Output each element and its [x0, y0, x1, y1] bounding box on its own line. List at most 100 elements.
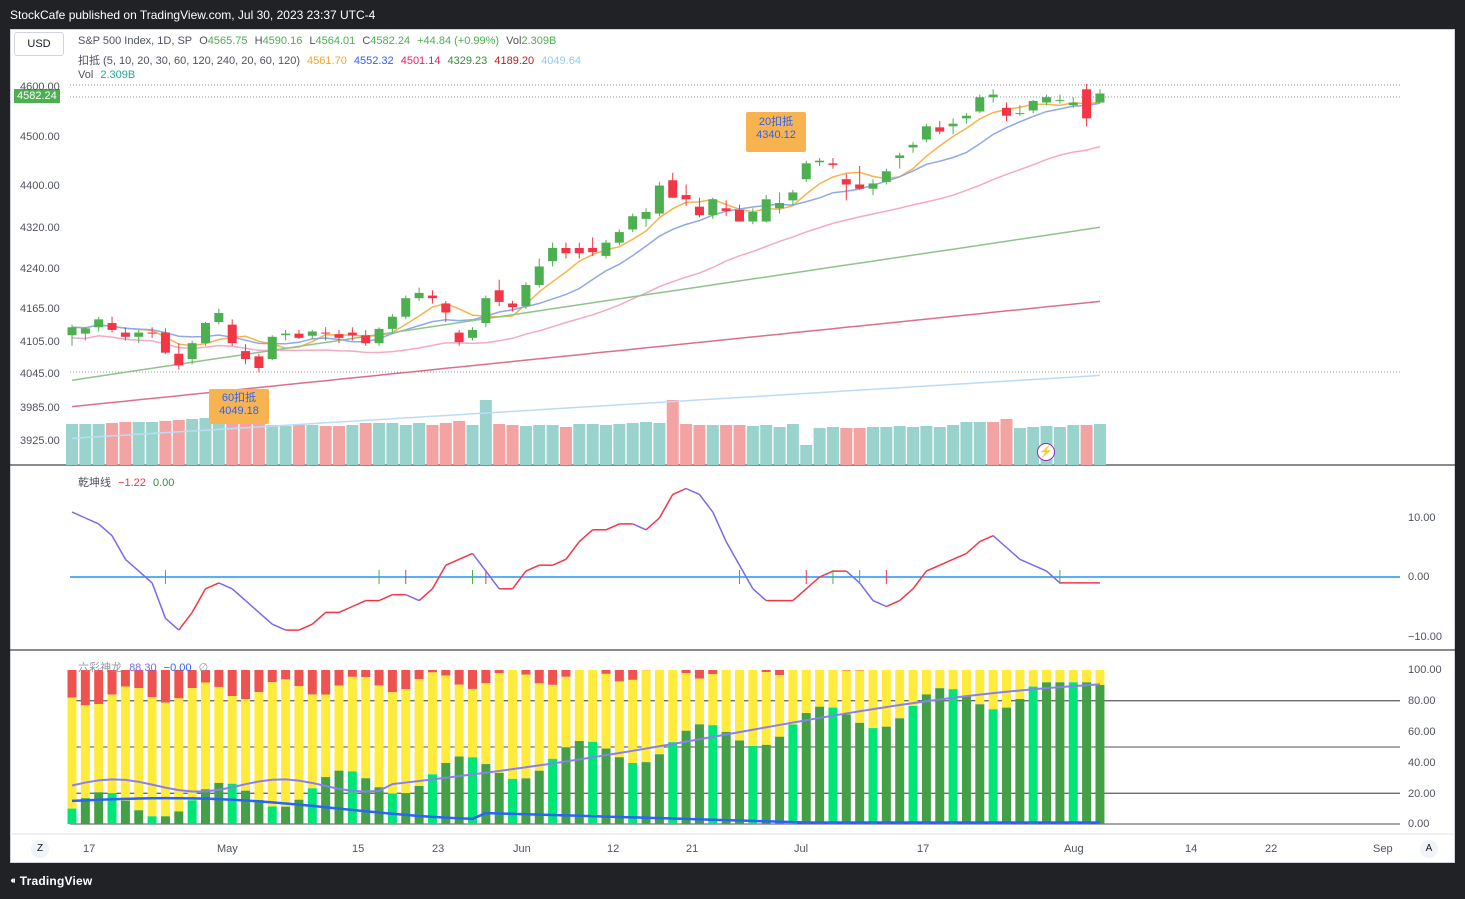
lc-value-1: 88.30: [129, 662, 157, 674]
volume-bar: [1053, 427, 1066, 465]
publisher-bar: StockCafe published on TradingView.com, …: [0, 0, 1465, 30]
osc-segment: [191, 588, 207, 613]
lc-bar-red: [294, 670, 304, 687]
lc-bar-red: [214, 670, 224, 687]
candle-body: [855, 184, 865, 189]
lc-bar-red: [321, 670, 331, 695]
candle-body: [294, 333, 304, 338]
candle-body: [508, 303, 518, 308]
lc-bar-red: [468, 670, 477, 689]
axis-label: 10.00: [1408, 512, 1436, 524]
volume-bar: [373, 423, 386, 465]
osc-segment: [565, 541, 580, 560]
osc-segment: [178, 611, 193, 631]
lc-bar-green: [347, 771, 357, 824]
volume-bar: [773, 427, 786, 465]
close-value: 4582.24: [370, 35, 411, 47]
open-label: O: [199, 35, 208, 47]
lc-bar-red: [694, 670, 704, 679]
lc-bar-green: [414, 786, 424, 824]
lc-bar-yellow: [481, 683, 491, 765]
lc-bar-yellow: [387, 692, 397, 794]
osc-segment: [138, 570, 153, 584]
lc-bar-yellow: [668, 670, 678, 743]
volume-bar: [826, 427, 839, 465]
volume-bar: [533, 425, 546, 465]
osc-segment: [632, 523, 647, 531]
osc-segment: [939, 558, 954, 566]
volume-bar: [333, 426, 345, 465]
osc-segment: [418, 588, 433, 602]
volume-bar: [867, 427, 879, 465]
osc-segment: [151, 582, 167, 619]
lc-bar-green: [761, 744, 771, 824]
osc-segment: [258, 611, 273, 625]
osc-segment: [725, 541, 741, 566]
lc-bar-yellow: [628, 679, 638, 763]
lightning-icon[interactable]: ⚡: [1037, 443, 1055, 461]
lc-bar-green: [948, 689, 958, 824]
lc-bar-yellow: [1002, 670, 1011, 708]
lc-bar-red: [80, 670, 90, 706]
auto-scale-button[interactable]: A: [1420, 840, 1438, 858]
osc-segment: [912, 570, 927, 590]
volume-bar: [226, 420, 239, 465]
volume-bar: [746, 426, 759, 465]
candle-body: [841, 179, 851, 185]
candle-body: [868, 183, 878, 189]
candle-body: [761, 199, 771, 222]
lc-bar-yellow: [201, 682, 210, 790]
osc-segment: [979, 535, 994, 543]
lc-bar-yellow: [614, 681, 624, 758]
lc-bar-green: [668, 742, 678, 824]
volume-bar: [666, 400, 679, 465]
osc-segment: [525, 564, 540, 572]
currency-button[interactable]: USD: [14, 32, 64, 56]
volume-bar: [907, 427, 920, 465]
vol-row-label: Vol: [78, 69, 94, 81]
chart-canvas[interactable]: [10, 29, 1455, 863]
lc-bar-red: [614, 670, 624, 682]
lc-bar-red: [147, 670, 157, 697]
lc-bar-red: [241, 670, 251, 700]
volume-bar: [453, 421, 466, 465]
lc-bar-red: [561, 670, 571, 677]
lc-line-blue: [71, 796, 1100, 824]
candle-body: [94, 319, 104, 328]
lc-bar-green: [721, 731, 731, 824]
lc-bar-red: [107, 670, 117, 695]
volume-bar: [973, 422, 986, 465]
lc-bar-yellow: [574, 670, 584, 742]
candle-body: [1015, 113, 1025, 115]
lc-bar-yellow: [735, 670, 744, 741]
ma-name: 扣抵 (5, 10, 20, 30, 60, 120, 240, 20, 60,…: [78, 55, 300, 67]
volume-bar: [106, 423, 119, 465]
lc-bar-red: [361, 670, 371, 678]
lc-bar-green: [1002, 707, 1011, 824]
volume-bar: [159, 421, 172, 465]
lc-bar-green: [788, 724, 798, 824]
lc-bar-yellow: [1028, 670, 1038, 687]
candle-body: [387, 316, 397, 329]
lc-bar-red: [281, 670, 291, 680]
volume-bar: [439, 423, 452, 465]
volume-bar: [813, 428, 826, 465]
time-label: 23: [432, 843, 445, 855]
lc-line-purple: [71, 683, 1101, 793]
candle-body: [775, 203, 785, 209]
callout-60: 60扣抵 4049.18: [209, 389, 269, 424]
lc-bar-red: [534, 670, 544, 684]
lc-bar-red: [548, 670, 558, 685]
osc-segment: [672, 487, 687, 496]
lc-bar-red: [521, 670, 531, 675]
osc-value-1: −1.22: [118, 477, 146, 489]
candle-body: [201, 323, 210, 344]
volume-bar: [119, 422, 132, 465]
volume-bar: [933, 427, 946, 465]
lc-bar-green: [988, 709, 998, 824]
callout-20: 20扣抵 4340.12: [746, 112, 806, 152]
lc-bar-red: [227, 670, 237, 696]
axis-label: 4500.00: [20, 131, 60, 143]
zoom-button[interactable]: Z: [31, 840, 49, 858]
vol-label: Vol: [506, 35, 522, 47]
